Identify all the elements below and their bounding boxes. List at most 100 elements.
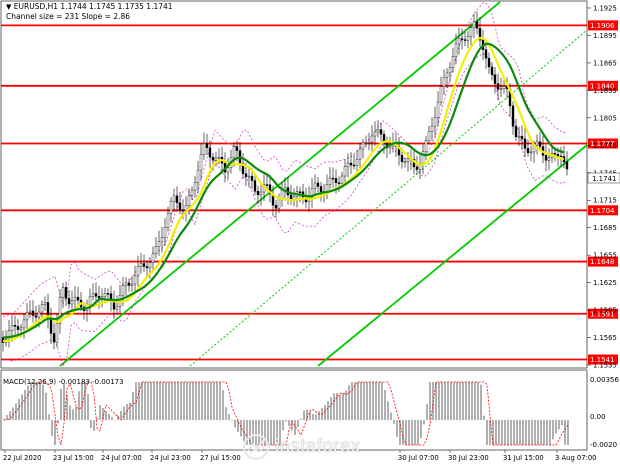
candle bbox=[319, 186, 323, 192]
macd-bar bbox=[96, 417, 98, 420]
macd-bar bbox=[336, 393, 338, 420]
candle bbox=[451, 56, 455, 68]
candle bbox=[124, 282, 128, 286]
candle bbox=[418, 162, 422, 170]
macd-bar bbox=[102, 408, 104, 420]
candle bbox=[73, 296, 77, 302]
macd-scale-bottom: -0.0020 bbox=[590, 441, 617, 449]
macd-signal-line bbox=[4, 381, 569, 446]
macd-bar bbox=[408, 420, 410, 445]
macd-bar bbox=[93, 420, 95, 431]
candle bbox=[88, 296, 92, 306]
macd-bar bbox=[180, 382, 182, 420]
candle bbox=[127, 282, 131, 286]
candle bbox=[484, 49, 488, 59]
candle bbox=[370, 135, 374, 143]
candle bbox=[433, 117, 437, 127]
candle bbox=[379, 129, 383, 135]
candle bbox=[142, 263, 146, 267]
candle bbox=[154, 246, 158, 254]
macd-bar bbox=[468, 382, 470, 420]
macd-bar bbox=[513, 420, 515, 445]
candle bbox=[388, 145, 392, 149]
candle bbox=[520, 136, 524, 140]
macd-bar bbox=[510, 420, 512, 445]
candle bbox=[277, 198, 281, 209]
candle bbox=[178, 202, 182, 211]
macd-bar bbox=[561, 420, 563, 426]
level-tag-bg bbox=[588, 80, 618, 91]
candle bbox=[10, 324, 14, 331]
candle bbox=[145, 266, 149, 269]
candle bbox=[544, 155, 548, 161]
candle bbox=[460, 38, 464, 40]
level-tag: 1.1704 bbox=[590, 207, 615, 215]
level-tag: 1.1541 bbox=[590, 356, 615, 364]
macd-bar bbox=[537, 420, 539, 445]
macd-bar bbox=[255, 420, 257, 445]
macd-bar bbox=[540, 420, 542, 445]
macd-bar bbox=[129, 402, 131, 420]
price-tick-label: 1.1685 bbox=[593, 224, 617, 232]
candle bbox=[181, 209, 185, 212]
candle bbox=[328, 177, 332, 185]
ma-slow-line bbox=[2, 42, 565, 339]
macd-bar bbox=[30, 382, 32, 420]
candle bbox=[490, 66, 494, 75]
candle bbox=[463, 39, 467, 41]
symbol-info: ▼ EURUSD,H1 1.1744 1.1745 1.1735 1.1741 bbox=[6, 2, 173, 11]
candle bbox=[247, 175, 251, 178]
macd-bar bbox=[159, 382, 161, 420]
macd-bar bbox=[351, 382, 353, 420]
macd-bar bbox=[474, 382, 476, 420]
candle bbox=[475, 21, 479, 29]
candle bbox=[358, 148, 362, 160]
candle bbox=[331, 177, 335, 180]
candle bbox=[202, 143, 206, 155]
candle bbox=[190, 189, 194, 196]
macd-bar bbox=[327, 401, 329, 420]
macd-bar bbox=[138, 382, 140, 420]
candle bbox=[403, 161, 407, 163]
macd-bar bbox=[45, 392, 47, 420]
channel-lower-line bbox=[317, 144, 588, 367]
candle bbox=[232, 146, 236, 158]
price-tick-label: 1.1805 bbox=[593, 114, 617, 122]
envelope-bands bbox=[2, 2, 568, 368]
instaforex-logo-icon bbox=[243, 434, 269, 460]
time-tick-label: 23 Jul 15:00 bbox=[53, 454, 94, 462]
macd-bar bbox=[471, 382, 473, 420]
level-tag: 1.1840 bbox=[590, 82, 615, 90]
macd-bar bbox=[459, 382, 461, 420]
candle bbox=[361, 142, 365, 150]
macd-bar bbox=[492, 420, 494, 445]
candle bbox=[259, 191, 263, 196]
macd-bar bbox=[201, 382, 203, 420]
macd-bar bbox=[528, 420, 530, 445]
macd-bar bbox=[279, 420, 281, 445]
candle bbox=[235, 146, 239, 151]
candle bbox=[346, 162, 350, 167]
macd-bar bbox=[387, 401, 389, 420]
macd-bar bbox=[123, 406, 125, 420]
candle bbox=[535, 141, 539, 146]
macd-bar bbox=[306, 409, 308, 420]
macd-bar bbox=[36, 382, 38, 420]
macd-bar bbox=[555, 420, 557, 434]
support-resistance-levels: 1.19061.18401.17771.17041.16481.15911.15… bbox=[1, 20, 618, 365]
macd-bar bbox=[9, 411, 11, 420]
macd-bar bbox=[525, 420, 527, 445]
macd-bar bbox=[87, 394, 89, 420]
macd-bar bbox=[558, 420, 560, 430]
dropdown-triangle-icon[interactable]: ▼ bbox=[6, 3, 12, 11]
macd-bar bbox=[432, 382, 434, 420]
candle bbox=[496, 83, 500, 90]
macd-bar bbox=[282, 420, 284, 431]
candle bbox=[193, 182, 197, 191]
macd-bar bbox=[342, 393, 344, 420]
macd-bar bbox=[12, 407, 14, 420]
candle bbox=[382, 134, 386, 144]
macd-bar bbox=[204, 382, 206, 420]
candle bbox=[274, 205, 278, 209]
